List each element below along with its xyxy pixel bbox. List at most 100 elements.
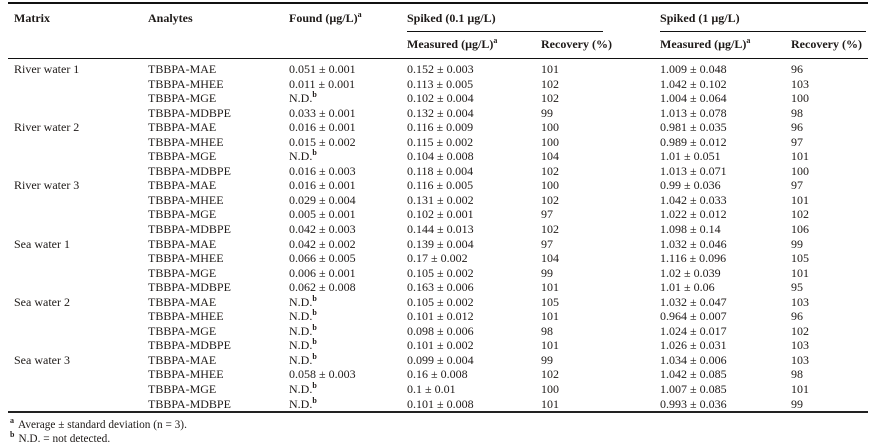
recovery-1-cell: 103: [791, 338, 810, 353]
found-cell: 0.033 ± 0.001: [289, 105, 356, 120]
recovery-0.1-cell: 99: [541, 265, 553, 280]
measured-0.1-cell: 0.101 ± 0.002: [407, 338, 474, 353]
recovery-0.1-cell: 102: [541, 192, 559, 207]
col-header-measured-0.1: Measured (µg/L)a: [401, 32, 535, 59]
measured-1-cell: 0.964 ± 0.007: [660, 309, 727, 324]
recovery-0.1-cell: 100: [541, 134, 559, 149]
col-header-matrix: Matrix: [8, 3, 142, 59]
found-cell: 0.051 ± 0.001: [289, 62, 356, 76]
analyte-cell: TBBPA-MAE: [148, 62, 217, 76]
table-row: River water 3 TBBPA-MAE 0.016 ± 0.001 0.…: [8, 178, 868, 193]
matrix-cell: [8, 77, 142, 92]
recovery-1-cell: 101: [791, 149, 810, 164]
header-row-2: Measured (µg/L)a Recovery (%) Measured (…: [8, 32, 869, 59]
footnote-marker: a: [493, 36, 498, 45]
measured-1-cell: 1.007 ± 0.085: [660, 382, 727, 397]
measured-0.1-cell: 0.16 ± 0.008: [407, 367, 468, 382]
recovery-0.1-cell: 98: [541, 323, 553, 338]
analyte-cell: TBBPA-MGE: [148, 323, 217, 338]
analyte-cell: TBBPA-MGE: [148, 265, 217, 280]
col-header-analytes-label: Analytes: [148, 11, 193, 25]
col-header-measured-1: Measured (µg/L)a: [654, 32, 786, 59]
recovery-0.1-cell: 101: [541, 280, 559, 295]
recovery-1-cell: 99: [791, 236, 804, 251]
matrix-cell: [8, 164, 142, 179]
found-cell: N.D.b: [289, 148, 317, 164]
recovery-0.1-cell: 101: [541, 62, 559, 76]
measured-1-cell: 0.993 ± 0.036: [660, 396, 727, 411]
col-header-analytes: Analytes: [142, 3, 283, 59]
recovery-1-cell: 95: [791, 280, 804, 295]
recovery-0.1-cell: 99: [541, 352, 553, 367]
footnote-a-text: Average ± standard deviation (n = 3).: [18, 419, 187, 432]
col-header-recovery-0.1: Recovery (%): [535, 32, 655, 59]
analyte-cell: TBBPA-MAE: [148, 352, 217, 367]
table-row: TBBPA-MGE N.D.b 0.102 ± 0.004 102 1.004 …: [8, 91, 868, 106]
group-header-spiked-0.1-label: Spiked (0.1 µg/L): [407, 11, 496, 25]
table-row: River water 1 TBBPA-MAE 0.051 ± 0.001 0.…: [8, 59, 868, 77]
col-header-found-label: Found (µg/L): [289, 11, 358, 25]
recovery-1-cell: 105: [791, 251, 810, 266]
matrix-cell: Sea water 2: [14, 294, 70, 309]
analyte-cell: TBBPA-MHEE: [148, 134, 224, 149]
recovery-1-cell: 97: [791, 178, 804, 193]
footnote-marker: b: [312, 308, 317, 318]
recovery-0.1-cell: 100: [541, 120, 559, 135]
found-cell: 0.016 ± 0.001: [289, 178, 356, 193]
matrix-cell: [8, 280, 142, 295]
recovery-1-cell: 103: [791, 294, 810, 309]
recovery-0.1-cell: 102: [541, 222, 559, 237]
measured-0.1-cell: 0.131 ± 0.002: [407, 192, 474, 207]
recovery-0.1-cell: 97: [541, 207, 553, 222]
found-cell: 0.006 ± 0.001: [289, 265, 356, 280]
measured-1-cell: 1.042 ± 0.102: [660, 76, 727, 91]
found-cell: N.D.b: [289, 351, 317, 367]
table-row: River water 2 TBBPA-MAE 0.016 ± 0.001 0.…: [8, 120, 868, 135]
recovery-1-cell: 98: [791, 367, 804, 382]
found-cell: 0.042 ± 0.003: [289, 222, 356, 237]
matrix-cell: [8, 149, 142, 164]
analyte-cell: TBBPA-MAE: [148, 120, 217, 135]
recovery-1-cell: 101: [791, 265, 810, 280]
table-row: TBBPA-MHEE 0.015 ± 0.002 0.115 ± 0.002 1…: [8, 135, 868, 150]
measured-1-cell: 1.024 ± 0.017: [660, 323, 727, 338]
found-cell: 0.066 ± 0.005: [289, 251, 356, 266]
recovery-0.1-cell: 101: [541, 309, 559, 324]
analyte-cell: TBBPA-MDBPE: [148, 222, 231, 237]
matrix-cell: [8, 106, 142, 121]
col-header-recovery-1: Recovery (%): [785, 32, 869, 59]
matrix-cell: River water 2: [14, 120, 80, 135]
table-header: Matrix Analytes Found (µg/L) a Spiked (0.…: [8, 3, 869, 59]
group-header-spiked-0.1: Spiked (0.1 µg/L): [401, 3, 654, 32]
matrix-cell: River water 1: [14, 62, 80, 76]
analyte-cell: TBBPA-MDBPE: [148, 163, 231, 178]
table-row: TBBPA-MDBPE 0.033 ± 0.001 0.132 ± 0.004 …: [8, 106, 868, 121]
recovery-0.1-cell: 102: [541, 163, 559, 178]
matrix-cell: [8, 382, 142, 397]
measured-0.1-cell: 0.132 ± 0.004: [407, 105, 474, 120]
table-row: TBBPA-MGE 0.006 ± 0.001 0.105 ± 0.002 99…: [8, 266, 868, 281]
table-row: TBBPA-MDBPE 0.062 ± 0.008 0.163 ± 0.006 …: [8, 280, 868, 295]
found-cell: 0.042 ± 0.002: [289, 236, 356, 251]
found-cell: 0.058 ± 0.003: [289, 367, 356, 382]
found-cell: N.D.b: [289, 337, 317, 353]
measured-1-cell: 0.981 ± 0.035: [660, 120, 727, 135]
measured-1-cell: 1.013 ± 0.078: [660, 105, 727, 120]
measured-0.1-cell: 0.115 ± 0.002: [407, 134, 474, 149]
found-cell: 0.011 ± 0.001: [289, 76, 356, 91]
measured-0.1-cell: 0.101 ± 0.012: [407, 309, 474, 324]
footnote-marker: b: [312, 90, 317, 100]
table-row: TBBPA-MGE N.D.b 0.1 ± 0.01 100 1.007 ± 0…: [8, 382, 868, 397]
analyte-cell: TBBPA-MHEE: [148, 76, 224, 91]
recovery-0.1-cell: 97: [541, 236, 553, 251]
table-row: TBBPA-MDBPE 0.042 ± 0.003 0.144 ± 0.013 …: [8, 222, 868, 237]
footnote-marker: b: [312, 337, 317, 347]
table-row: TBBPA-MHEE N.D.b 0.101 ± 0.012 101 0.964…: [8, 309, 868, 324]
table-row: Sea water 3 TBBPA-MAE N.D.b 0.099 ± 0.00…: [8, 351, 868, 368]
footnote-marker: b: [312, 395, 317, 405]
measured-0.1-cell: 0.104 ± 0.008: [407, 149, 474, 164]
measured-1-cell: 1.022 ± 0.012: [660, 207, 727, 222]
measured-0.1-cell: 0.105 ± 0.002: [407, 294, 474, 309]
matrix-cell: River water 3: [14, 178, 80, 193]
found-cell: 0.016 ± 0.001: [289, 120, 356, 135]
